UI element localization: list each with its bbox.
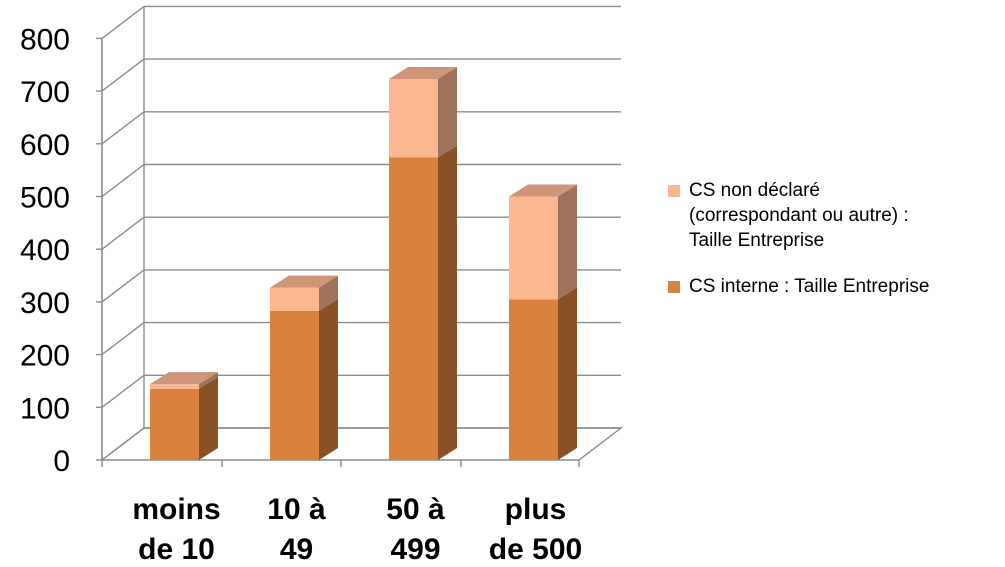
gridline-side-8 — [101, 5, 145, 39]
y-axis-tick-labels: 0 100 200 300 400 500 600 700 800 — [20, 23, 70, 478]
gridline-side-5 — [101, 163, 145, 198]
bar-side-cs-interne-2 — [438, 145, 457, 460]
legend-swatch-cs-interne — [668, 281, 680, 293]
bar-side-cs-non-declare-0 — [199, 372, 218, 389]
gridline-side-4 — [101, 216, 145, 250]
bar-cs-non-declare-3 — [509, 196, 558, 300]
x-tick-label-0: moins de 10 — [132, 493, 220, 566]
axes — [96, 37, 580, 467]
bar-cs-non-declare-2 — [389, 78, 438, 158]
bar-top-2 — [389, 66, 457, 79]
bar-cs-interne-2 — [389, 157, 438, 460]
y-tick-label-5: 500 — [20, 182, 70, 215]
legend-label-cs-interne: CS interne : Taille Entreprise — [689, 276, 930, 297]
bar-top-0 — [150, 372, 218, 385]
bar-side-cs-non-declare-3 — [558, 184, 577, 300]
gridline-side-3 — [101, 269, 145, 303]
y-tick-label-3: 300 — [20, 287, 70, 320]
bar-cs-interne-3 — [509, 299, 558, 460]
y-tick-label-6: 600 — [20, 129, 70, 162]
gridline-side-1 — [101, 374, 145, 408]
bar-top-3 — [509, 184, 577, 197]
y-tick-label-4: 400 — [20, 234, 70, 267]
legend: CS non déclaré (correspondant ou autre) … — [668, 178, 1003, 299]
bar-cs-interne-1 — [270, 310, 319, 460]
bars — [150, 66, 577, 460]
bar-side-cs-non-declare-2 — [438, 66, 457, 158]
bar-side-cs-interne-0 — [199, 376, 218, 460]
y-tick-label-7: 700 — [20, 76, 70, 109]
gridline-side-2 — [101, 322, 145, 356]
bar-top-1 — [270, 275, 338, 288]
gridlines — [99, 5, 624, 461]
y-tick-label-8: 800 — [20, 23, 70, 56]
gridline-side-6 — [101, 111, 145, 145]
gridline-side-7 — [101, 58, 145, 92]
legend-swatch-cs-non-declare — [668, 185, 680, 197]
x-tick-label-2: 50 à 499 — [386, 493, 445, 566]
bar-cs-non-declare-0 — [150, 384, 199, 389]
y-tick-label-1: 100 — [20, 392, 70, 425]
bar-cs-non-declare-1 — [270, 287, 319, 311]
bar-side-cs-interne-1 — [319, 298, 338, 460]
legend-item-cs-non-declare: CS non déclaré (correspondant ou autre) … — [668, 178, 1003, 253]
x-tick-label-3: plus de 500 — [489, 493, 582, 566]
bar-side-cs-interne-3 — [558, 287, 577, 460]
bar-cs-interne-0 — [150, 388, 199, 460]
x-axis-tick-labels: moins de 10 10 à 49 50 à 499 plus de 500 — [132, 493, 582, 566]
bar-side-cs-non-declare-1 — [319, 275, 338, 311]
x-tick-label-1: 10 à 49 — [267, 493, 326, 566]
legend-label-cs-non-declare: CS non déclaré (correspondant ou autre) … — [689, 180, 909, 251]
y-tick-label-2: 200 — [20, 340, 70, 373]
y-tick-label-0: 0 — [53, 445, 70, 478]
legend-item-cs-interne: CS interne : Taille Entreprise — [668, 274, 1003, 299]
